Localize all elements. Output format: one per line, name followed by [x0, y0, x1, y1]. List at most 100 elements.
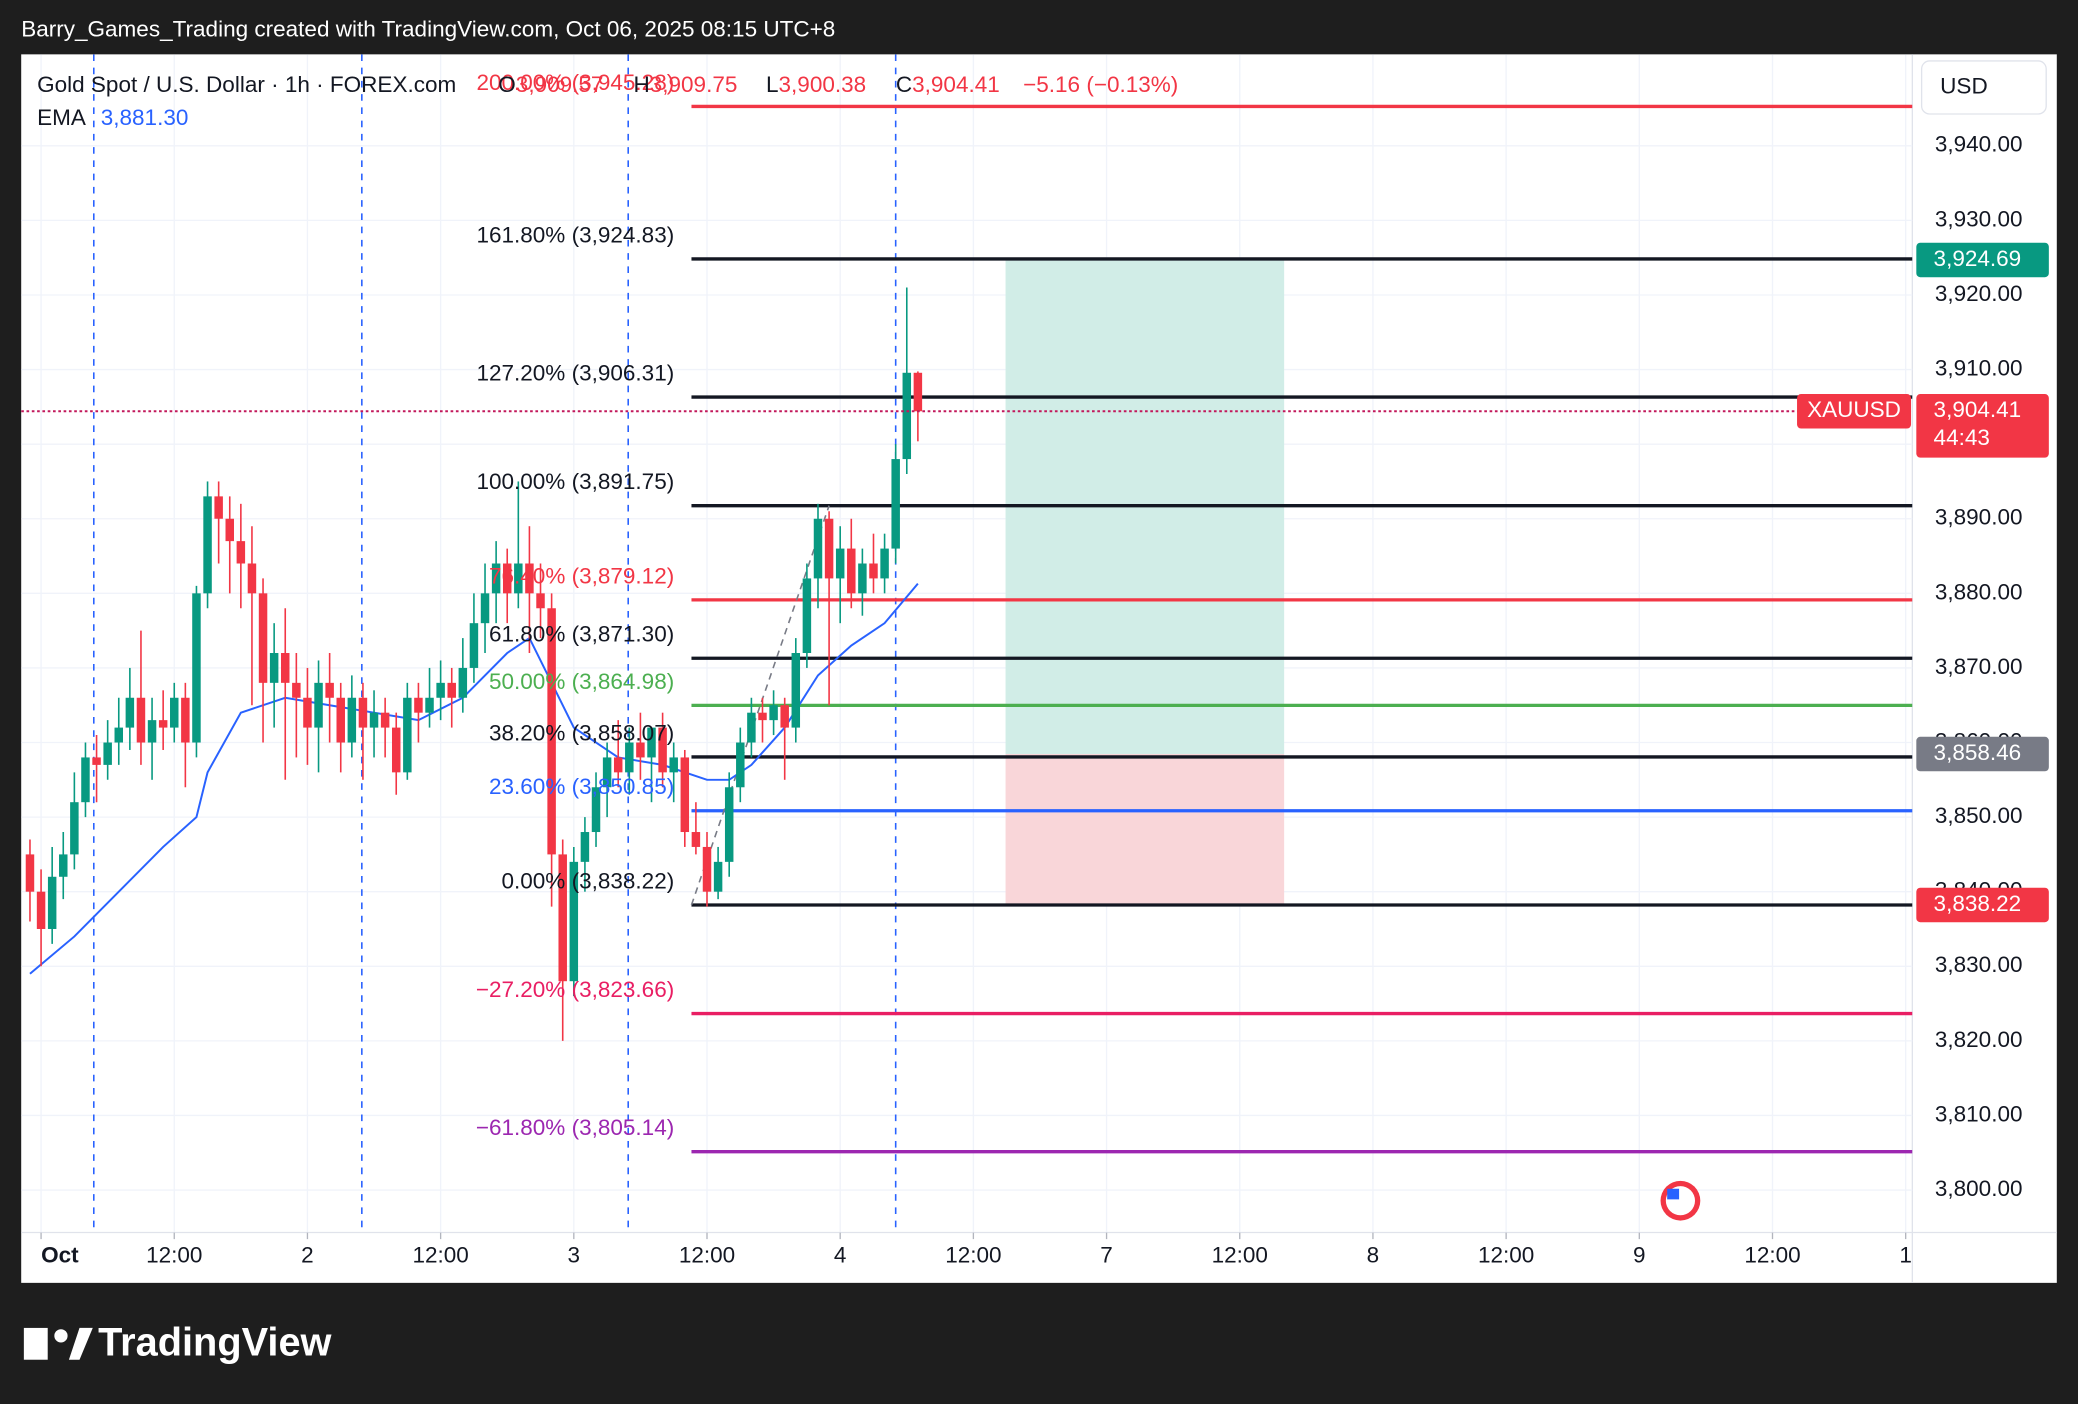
- logo-mark: [23, 1327, 48, 1360]
- candle-body: [447, 682, 456, 698]
- candle-body: [669, 757, 678, 773]
- candle-body: [347, 697, 357, 743]
- candle-body: [391, 727, 401, 773]
- fib-label: −61.80% (3,805.14): [476, 1115, 674, 1140]
- x-tick-label: 1: [1899, 1242, 1912, 1267]
- countdown: 44:43: [1934, 425, 1990, 450]
- y-tick-label: 3,850.00: [1935, 803, 2023, 828]
- plot-area: [21, 54, 1913, 1233]
- candle-body: [425, 697, 434, 713]
- y-tick-label: 3,920.00: [1935, 281, 2023, 306]
- candle-body: [558, 854, 567, 982]
- x-tick-label: 3: [568, 1242, 581, 1267]
- candle-body: [170, 697, 179, 728]
- legend-value: 3,900.38: [779, 72, 867, 97]
- candle-body: [747, 712, 756, 743]
- x-tick-label: 12:00: [1744, 1242, 1800, 1267]
- overlay: 3,800.003,810.003,820.003,830.003,840.00…: [37, 60, 2049, 1267]
- legend-value: −5.16 (−0.13%): [1023, 72, 1178, 97]
- candle-body: [591, 787, 601, 833]
- candle-body: [147, 720, 157, 743]
- candle-body: [736, 742, 745, 788]
- candle-body: [114, 727, 124, 743]
- legend-item: C3,904.41: [896, 72, 1000, 97]
- candle-body: [203, 496, 212, 594]
- candle-body: [36, 891, 46, 929]
- candle-body: [336, 697, 345, 743]
- fib-label: 50.00% (3,864.98): [489, 669, 674, 694]
- y-tick-label: 3,910.00: [1935, 356, 2023, 381]
- candle-body: [658, 727, 667, 773]
- candle-body: [369, 712, 379, 728]
- candle-body: [292, 682, 301, 698]
- candle-body: [636, 742, 645, 758]
- candle-body: [269, 653, 279, 683]
- logo-text: TradingView: [98, 1321, 331, 1365]
- x-tick-label: 9: [1633, 1242, 1646, 1267]
- currency-box: [1920, 60, 2047, 115]
- symbol-tag: [1797, 394, 1912, 429]
- candle-body: [835, 548, 845, 579]
- candle-body: [380, 712, 390, 728]
- legend-key: O: [498, 72, 516, 97]
- candle-body: [480, 593, 490, 624]
- candle-body: [536, 593, 545, 609]
- candle-body: [281, 653, 290, 683]
- x-tick-label: 2: [301, 1242, 314, 1267]
- fib-label: 23.60% (3,850.85): [489, 774, 674, 799]
- candle-body: [358, 697, 368, 728]
- flag-icon: [1660, 1180, 1701, 1221]
- candle-body: [602, 757, 612, 788]
- candle-body: [824, 518, 834, 579]
- x-tick-label: 7: [1100, 1242, 1113, 1267]
- candle-body: [891, 459, 900, 549]
- candle-body: [514, 563, 523, 594]
- y-tick-label: 3,890.00: [1935, 505, 2023, 530]
- candle-body: [625, 742, 634, 773]
- x-tick-label: 4: [834, 1242, 847, 1267]
- x-tick-label: 12:00: [945, 1242, 1001, 1267]
- candle-body: [469, 623, 479, 668]
- fib-label: 200.00% (3,945.28): [476, 70, 674, 95]
- header-text: Barry_Games_Trading created with Trading…: [21, 16, 835, 41]
- x-tick-label: 12:00: [1212, 1242, 1268, 1267]
- price-tag-label: 3,904.41: [1934, 397, 2022, 422]
- candle-body: [813, 518, 823, 579]
- candle-body: [613, 757, 623, 773]
- legend-key: C: [896, 72, 912, 97]
- ema-line: [29, 582, 919, 975]
- logo-mark: [54, 1329, 68, 1343]
- legend-key: H: [633, 72, 649, 97]
- y-tick-label: 3,930.00: [1935, 206, 2023, 231]
- candle-body: [569, 861, 579, 982]
- candle-body: [758, 712, 767, 721]
- candle-body: [691, 832, 701, 847]
- candle-body: [680, 757, 690, 833]
- candle-body: [502, 563, 512, 594]
- candle-body: [436, 682, 445, 698]
- candle-body: [136, 697, 146, 743]
- logo-mark: [68, 1327, 93, 1360]
- y-tick-label: 3,870.00: [1935, 654, 2023, 679]
- ema-name: EMA: [37, 105, 86, 130]
- candle-body: [214, 496, 223, 519]
- price-tag-label: 3,838.22: [1934, 891, 2022, 916]
- candle-body: [103, 742, 112, 765]
- candle-body: [869, 563, 878, 579]
- candle-body: [92, 757, 101, 765]
- candle-body: [59, 854, 68, 877]
- legend-key: L: [766, 72, 779, 97]
- candle-body: [225, 518, 234, 542]
- price-tag: [1916, 736, 2049, 772]
- y-tick-label: 3,800.00: [1935, 1176, 2023, 1201]
- currency-label: USD: [1940, 73, 1988, 98]
- chart-title: Gold Spot / U.S. Dollar · 1h · FOREX.com: [37, 72, 456, 97]
- fib-label: 76.40% (3,879.12): [489, 563, 674, 588]
- price-tag: [1916, 394, 2049, 458]
- legend-item: −5.16 (−0.13%): [1023, 72, 1178, 97]
- legend-item: H3,909.75: [633, 72, 737, 97]
- loss-zone: [1005, 754, 1285, 905]
- price-tag-label: 3,924.69: [1934, 246, 2022, 271]
